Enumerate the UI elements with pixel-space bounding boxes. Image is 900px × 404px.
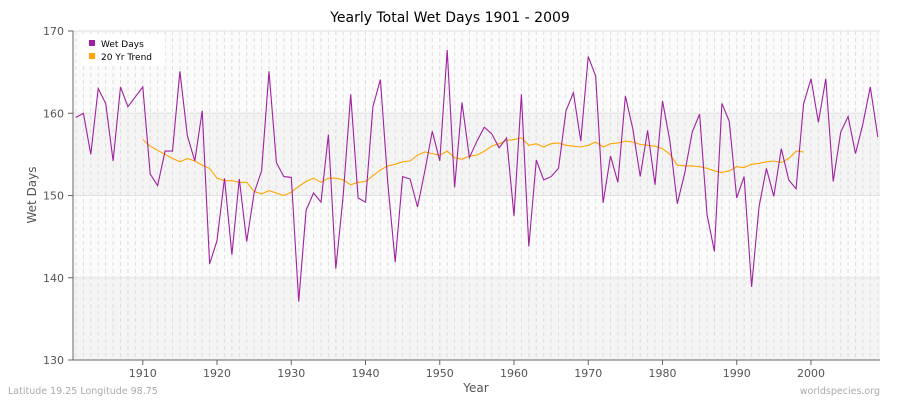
legend: Wet Days 20 Yr Trend: [80, 34, 165, 66]
x-tick-label: 1950: [426, 367, 454, 380]
legend-label-wet-days: Wet Days: [101, 40, 144, 50]
y-tick-label: 170: [43, 25, 64, 38]
x-tick-label: 1940: [352, 367, 380, 380]
footer-source: worldspecies.org: [800, 386, 880, 397]
legend-label-20-yr-trend: 20 Yr Trend: [101, 53, 152, 63]
y-tick-label: 160: [43, 107, 64, 120]
x-tick-label: 1980: [648, 367, 676, 380]
series-line-wet-days: [75, 49, 879, 302]
x-tick-label: 1970: [574, 367, 602, 380]
x-tick-labels: 1910 1920 1930 1940 1950 1960 1970 1980 1990 2000: [129, 360, 825, 380]
series-line-20-yr-trend: [142, 137, 804, 197]
x-tick-label: 1990: [723, 367, 751, 380]
x-tick-label: 2000: [797, 367, 825, 380]
background-band: [73, 31, 880, 114]
y-axis-label: Wet Days: [25, 166, 39, 223]
legend-box: [80, 34, 165, 66]
x-axis-label: Year: [462, 381, 488, 395]
y-tick-label: 140: [43, 272, 64, 285]
legend-swatch-20-yr-trend: [89, 53, 95, 59]
footer-location: Latitude 19.25 Longitude 98.75: [8, 386, 158, 397]
x-tick-label: 1920: [203, 367, 231, 380]
x-tick-label: 1910: [129, 367, 157, 380]
y-tick-label: 130: [43, 354, 64, 367]
x-tick-label: 1960: [500, 367, 528, 380]
y-tick-label: 150: [43, 190, 64, 203]
x-tick-label: 1930: [277, 367, 305, 380]
chart-title: Yearly Total Wet Days 1901 - 2009: [329, 10, 570, 26]
legend-swatch-wet-days: [89, 40, 95, 46]
y-tick-labels: 130 140 150 160 170: [43, 25, 64, 367]
